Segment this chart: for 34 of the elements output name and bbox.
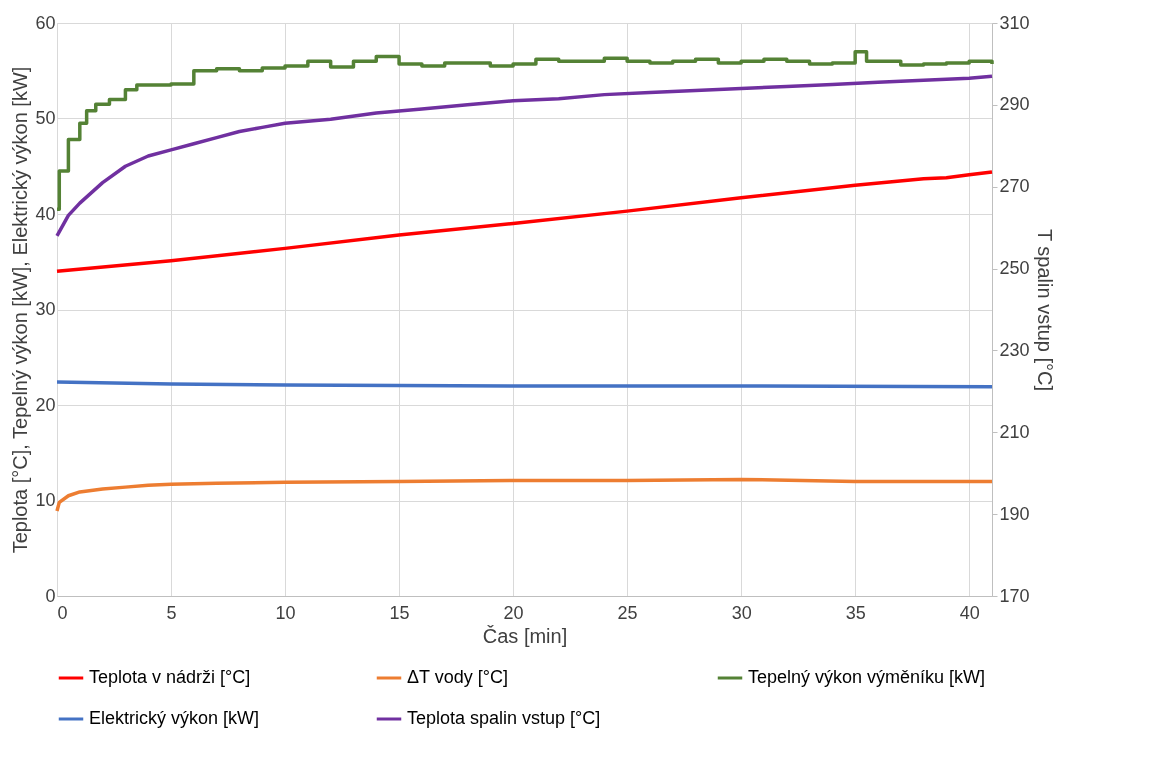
legend-label: Elektrický výkon [kW]: [89, 708, 260, 728]
line-series: [55, 170, 994, 274]
x-axis-title: Čas [min]: [482, 624, 568, 647]
legend-label: Teplota spalin vstup [°C]: [407, 708, 601, 728]
y-tick-label: 10: [35, 490, 56, 510]
x-tick-label: 30: [731, 602, 752, 623]
x-tick-label: 40: [959, 602, 980, 623]
y2-tick-label: 230: [999, 339, 1030, 360]
y-tick-label: 20: [35, 394, 56, 415]
y-tick-label: 40: [35, 203, 56, 224]
y-tick-label: 60: [35, 12, 56, 33]
x-tick-label: 15: [389, 602, 410, 623]
legend-label: Tepelný výkon výměníku [kW]: [748, 667, 986, 687]
y-tick-label: 0: [45, 585, 56, 606]
y-tick-label: 50: [35, 108, 56, 128]
y2-tick-label: 210: [999, 421, 1030, 442]
y2-tick-label: 310: [999, 12, 1030, 33]
x-tick-label: 5: [166, 602, 177, 623]
y2-tick-label: 250: [999, 258, 1030, 279]
y2-tick-label: 170: [999, 585, 1030, 606]
x-tick-label: 25: [617, 602, 638, 623]
y-axis-title: Teplota [°C], Tepelný výkon [kW], Elektrický výkon [kW]: [9, 66, 32, 554]
legend-label: Teplota v nádrži [°C]: [89, 667, 251, 687]
y2-tick-label: 290: [999, 94, 1030, 115]
x-tick-label: 20: [503, 602, 524, 623]
x-tick-label: 35: [845, 602, 866, 623]
y2-axis-title: T spalin vstup [°C]: [1033, 228, 1056, 392]
y2-tick-label: 270: [999, 176, 1030, 197]
y-tick-label: 30: [35, 299, 56, 319]
line-series: [55, 74, 994, 238]
x-tick-label: 10: [275, 602, 296, 623]
y2-tick-label: 190: [999, 503, 1030, 524]
legend-label: ΔT vody [°C]: [407, 667, 508, 687]
line-series: [55, 477, 994, 513]
